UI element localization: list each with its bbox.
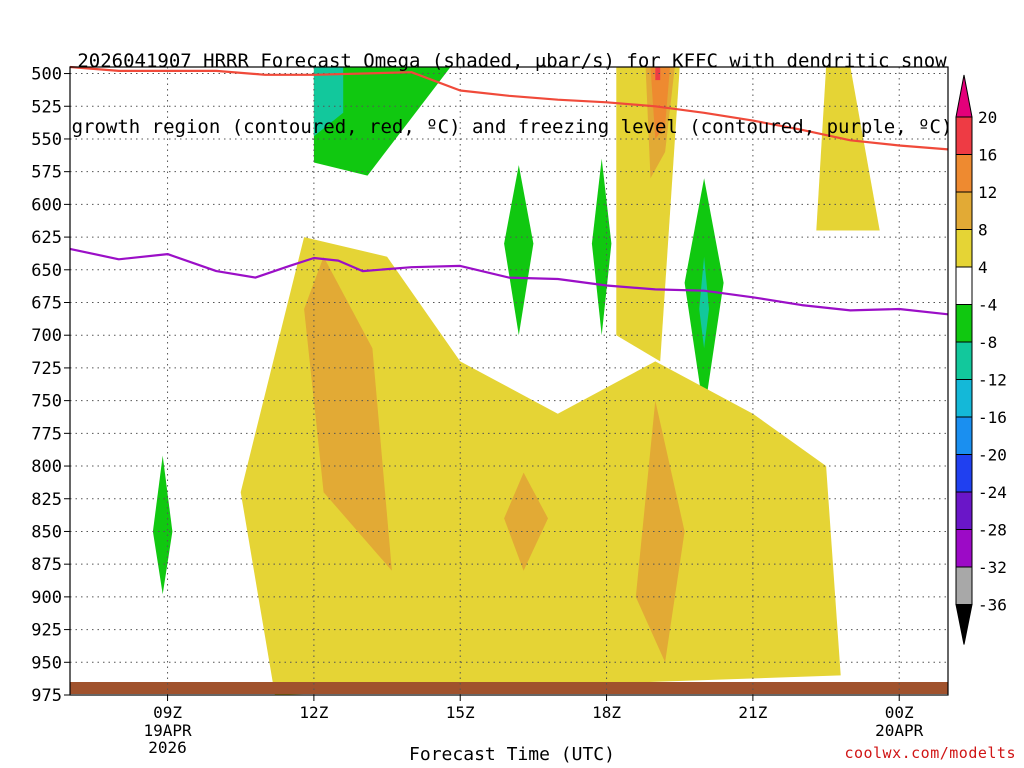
x-tick-label-21Z: 21Z: [738, 703, 767, 722]
colorbar-bin-11: [955, 529, 973, 568]
chart-title: 2026041907 HRRR Forecast Omega (shaded, …: [0, 6, 1024, 160]
y-tick-label-575: 575: [31, 163, 62, 183]
colorbar-label-4: 4: [978, 258, 988, 277]
omega-region-1: [152, 455, 173, 595]
colorbar-bin-4: [955, 266, 973, 305]
freezing-level-line: [69, 247, 949, 316]
y-tick-label-625: 625: [31, 228, 62, 248]
colorbar-label-12: -32: [978, 558, 1007, 577]
colorbar-bin-9: [955, 454, 973, 493]
colorbar-bin-12: [955, 566, 973, 605]
colorbar-label-8: -16: [978, 408, 1007, 427]
x-tick-sublabel-2026: 2026: [148, 738, 187, 757]
y-tick-label-750: 750: [31, 392, 62, 412]
x-tick-label-18Z: 18Z: [592, 703, 621, 722]
y-tick-label-525: 525: [31, 97, 62, 117]
omega-region-2: [504, 165, 534, 336]
y-tick-label-825: 825: [31, 490, 62, 510]
x-tick-sublabel-19APR: 19APR: [143, 721, 192, 740]
dgz-contour-line: [69, 65, 949, 151]
omega-shaded-regions: [152, 67, 880, 695]
grid: [70, 67, 948, 696]
x-tick-label-00Z: 00Z: [885, 703, 914, 722]
y-tick-label-925: 925: [31, 621, 62, 641]
colorbar-bin-3: [955, 229, 973, 268]
omega-region-9: [816, 67, 880, 231]
colorbar-label-10: -24: [978, 483, 1007, 502]
plot-frame: [69, 66, 949, 696]
omega-region-6: [699, 256, 709, 349]
colorbar-label-5: -4: [978, 296, 997, 315]
y-tick-label-775: 775: [31, 424, 62, 444]
colorbar-label-7: -12: [978, 371, 1007, 390]
colorbar-label-9: -20: [978, 446, 1007, 465]
y-tick-label-700: 700: [31, 326, 62, 346]
colorbar-label-1: 16: [978, 146, 997, 165]
y-tick-label-725: 725: [31, 359, 62, 379]
omega-region-5: [313, 67, 344, 137]
colorbar-bin-1: [955, 154, 973, 193]
y-axis: 500 525 550 575 600 625 650 675 700 725 750 775 800 8…: [31, 65, 70, 706]
y-tick-label-800: 800: [31, 457, 62, 477]
colorbar-bin-8: [955, 416, 973, 455]
colorbar-label-6: -8: [978, 333, 997, 352]
omega-region-14: [650, 67, 670, 139]
colorbar-label-2: 12: [978, 183, 997, 202]
colorbar-label-3: 8: [978, 221, 988, 240]
omega-region-7: [240, 237, 841, 695]
colorbar-label-11: -28: [978, 521, 1007, 540]
x-tick-label-12Z: 12Z: [299, 703, 328, 722]
y-tick-label-500: 500: [31, 65, 62, 85]
y-tick-label-875: 875: [31, 555, 62, 575]
colorbar: 20 16 12 8 4 -4 -8 -12 -16 -20 -24 -28 -32 -36: [955, 74, 1007, 645]
x-tick-label-09Z: 09Z: [153, 703, 182, 722]
title-line-2: growth region (contoured, red, ºC) and f…: [71, 116, 953, 138]
colorbar-label-0: 20: [978, 108, 997, 127]
colorbar-bin-10: [955, 491, 973, 530]
colorbar-bin-5: [955, 304, 973, 343]
colorbar-bin-2: [955, 191, 973, 230]
omega-region-3: [591, 158, 612, 336]
colorbar-bottom-triangle: [955, 604, 973, 645]
y-tick-label-675: 675: [31, 294, 62, 314]
y-tick-label-650: 650: [31, 261, 62, 281]
colorbar-label-13: -36: [978, 596, 1007, 615]
x-tick-label-15Z: 15Z: [446, 703, 475, 722]
title-line-1: 2026041907 HRRR Forecast Omega (shaded, …: [77, 50, 947, 72]
omega-region-0: [313, 67, 451, 176]
credit-link[interactable]: coolwx.com/modelts: [844, 744, 1016, 762]
y-tick-label-975: 975: [31, 686, 62, 706]
terrain-band: [70, 682, 948, 694]
y-tick-label-950: 950: [31, 653, 62, 673]
contour-lines: [69, 65, 949, 316]
y-tick-label-900: 900: [31, 588, 62, 608]
colorbar-bin-6: [955, 341, 973, 380]
x-axis-label: Forecast Time (UTC): [409, 744, 615, 765]
y-tick-label-850: 850: [31, 522, 62, 542]
x-tick-sublabel-20APR: 20APR: [875, 721, 924, 740]
y-tick-label-600: 600: [31, 195, 62, 215]
omega-region-10: [304, 256, 392, 571]
omega-region-15: [655, 67, 661, 81]
colorbar-bin-7: [955, 379, 973, 418]
y-tick-label-550: 550: [31, 130, 62, 150]
omega-region-12: [504, 472, 548, 571]
